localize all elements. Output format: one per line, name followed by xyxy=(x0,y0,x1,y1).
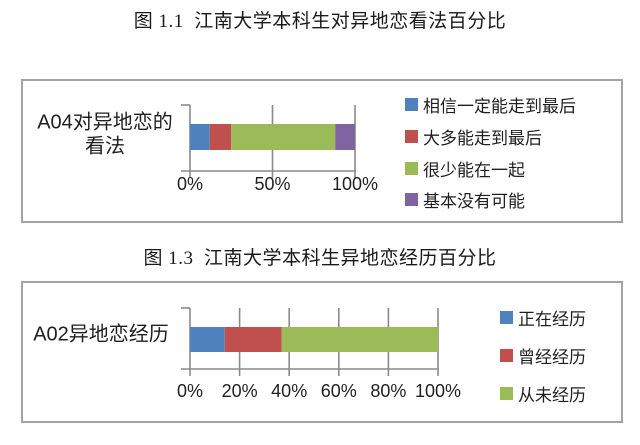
figure-title-2: 图 1.3 江南大学本科生异地恋经历百分比 xyxy=(143,248,497,269)
legend-item: 很少能在一起 xyxy=(405,156,525,181)
legend-label: 基本没有可能 xyxy=(423,192,525,211)
legend-item: 大多能走到最后 xyxy=(405,124,542,149)
legend-label: 正在经历 xyxy=(518,310,586,329)
legend-label: 大多能走到最后 xyxy=(423,129,542,148)
legend-item: 相信一定能走到最后 xyxy=(405,92,576,117)
x-axis-tick-label: 40% xyxy=(271,381,307,401)
x-axis-tick-label: 80% xyxy=(370,381,406,401)
legend-swatch-icon xyxy=(405,98,418,111)
chart-panel-experience: 0% 20% 40% 60% 80% 100% A02异地恋经历 正在经历曾经经历从未经历 xyxy=(21,281,623,423)
category-axis-label: A02异地恋经历 xyxy=(33,322,169,345)
bar-segment-相信一定能走到最后 xyxy=(190,124,210,150)
legend-label: 从未经历 xyxy=(518,386,586,405)
legend-label: 相信一定能走到最后 xyxy=(423,97,576,116)
chart-panel-views: 0% 50% 100% A04对异地恋的 看法 相信一定能走到最后 大多能走到最后 很少能在… xyxy=(21,79,623,223)
bar-segment-正在经历 xyxy=(190,327,225,352)
legend-swatch-icon xyxy=(500,387,513,400)
legend-swatch-icon xyxy=(500,349,513,362)
bar-segment-曾经经历 xyxy=(224,327,282,352)
experience-chart-plot: 0% 20% 40% 60% 80% 100% A02异地恋经历 xyxy=(33,307,461,401)
bar-segment-基本没有可能 xyxy=(335,124,355,150)
x-axis-tick-label: 60% xyxy=(321,381,357,401)
legend-swatch-icon xyxy=(405,130,418,143)
x-axis-tick-label: 50% xyxy=(254,174,290,194)
legend-item: 从未经历 xyxy=(500,381,586,406)
x-axis-tick-label: 0% xyxy=(177,381,203,401)
legend-label: 曾经经历 xyxy=(518,348,586,367)
legend-item: 基本没有可能 xyxy=(405,187,525,212)
bar-segment-大多能走到最后 xyxy=(209,124,232,150)
category-axis-label: A04对异地恋的 xyxy=(37,110,173,133)
x-axis-tick-label: 100% xyxy=(332,174,378,194)
legend-label: 很少能在一起 xyxy=(423,161,525,180)
legend-swatch-icon xyxy=(405,162,418,175)
x-axis-tick-label: 100% xyxy=(415,381,461,401)
category-axis-label: 看法 xyxy=(85,134,125,157)
legend-item: 曾经经历 xyxy=(500,343,586,368)
bar-segment-从未经历 xyxy=(281,327,438,352)
x-axis-tick-label: 0% xyxy=(177,174,203,194)
legend-swatch-icon xyxy=(500,311,513,324)
legend-swatch-icon xyxy=(405,193,418,206)
x-axis-tick-label: 20% xyxy=(222,381,258,401)
figure-title-1: 图 1.1 江南大学本科生对异地恋看法百分比 xyxy=(133,11,507,32)
bar-segment-很少能在一起 xyxy=(231,124,336,150)
legend-item: 正在经历 xyxy=(500,305,586,330)
